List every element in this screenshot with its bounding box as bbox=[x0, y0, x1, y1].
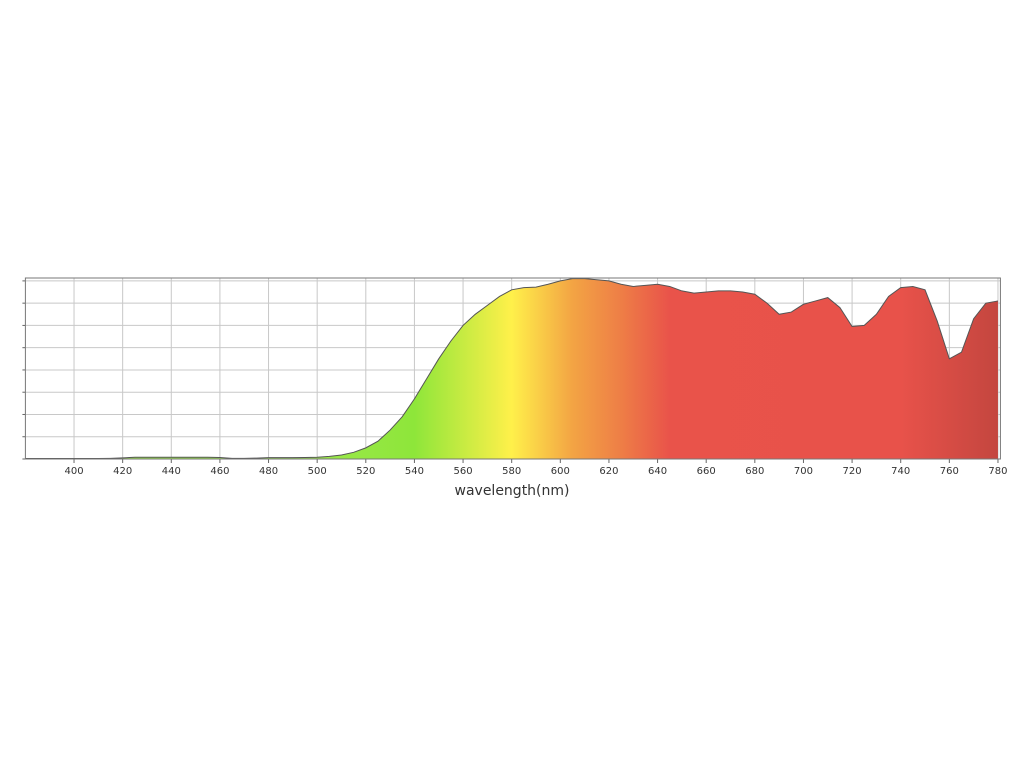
x-tick-label: 420 bbox=[113, 466, 132, 477]
x-tick-label: 640 bbox=[648, 466, 667, 477]
x-tick-label: 780 bbox=[988, 466, 1007, 477]
x-tick-label: 760 bbox=[940, 466, 959, 477]
x-tick-label: 520 bbox=[356, 466, 375, 477]
x-tick-label: 540 bbox=[405, 466, 424, 477]
x-tick-label: 560 bbox=[454, 466, 473, 477]
x-tick-label: 700 bbox=[794, 466, 813, 477]
x-tick-label: 400 bbox=[64, 466, 83, 477]
x-tick-label: 680 bbox=[745, 466, 764, 477]
x-tick-label: 720 bbox=[843, 466, 862, 477]
x-tick-label: 740 bbox=[891, 466, 910, 477]
area-fill bbox=[25, 278, 998, 459]
x-axis-label: wavelength(nm) bbox=[455, 483, 570, 499]
x-tick-label: 460 bbox=[210, 466, 229, 477]
plot-border bbox=[24, 277, 1001, 460]
x-tick-label: 660 bbox=[697, 466, 716, 477]
x-tick-label: 480 bbox=[259, 466, 278, 477]
x-tick-label: 620 bbox=[599, 466, 618, 477]
x-tick-label: 580 bbox=[502, 466, 521, 477]
x-tick-label: 440 bbox=[162, 466, 181, 477]
spectrum-line bbox=[25, 278, 999, 460]
x-tick-label: 600 bbox=[551, 466, 570, 477]
x-tick-label: 500 bbox=[308, 466, 327, 477]
